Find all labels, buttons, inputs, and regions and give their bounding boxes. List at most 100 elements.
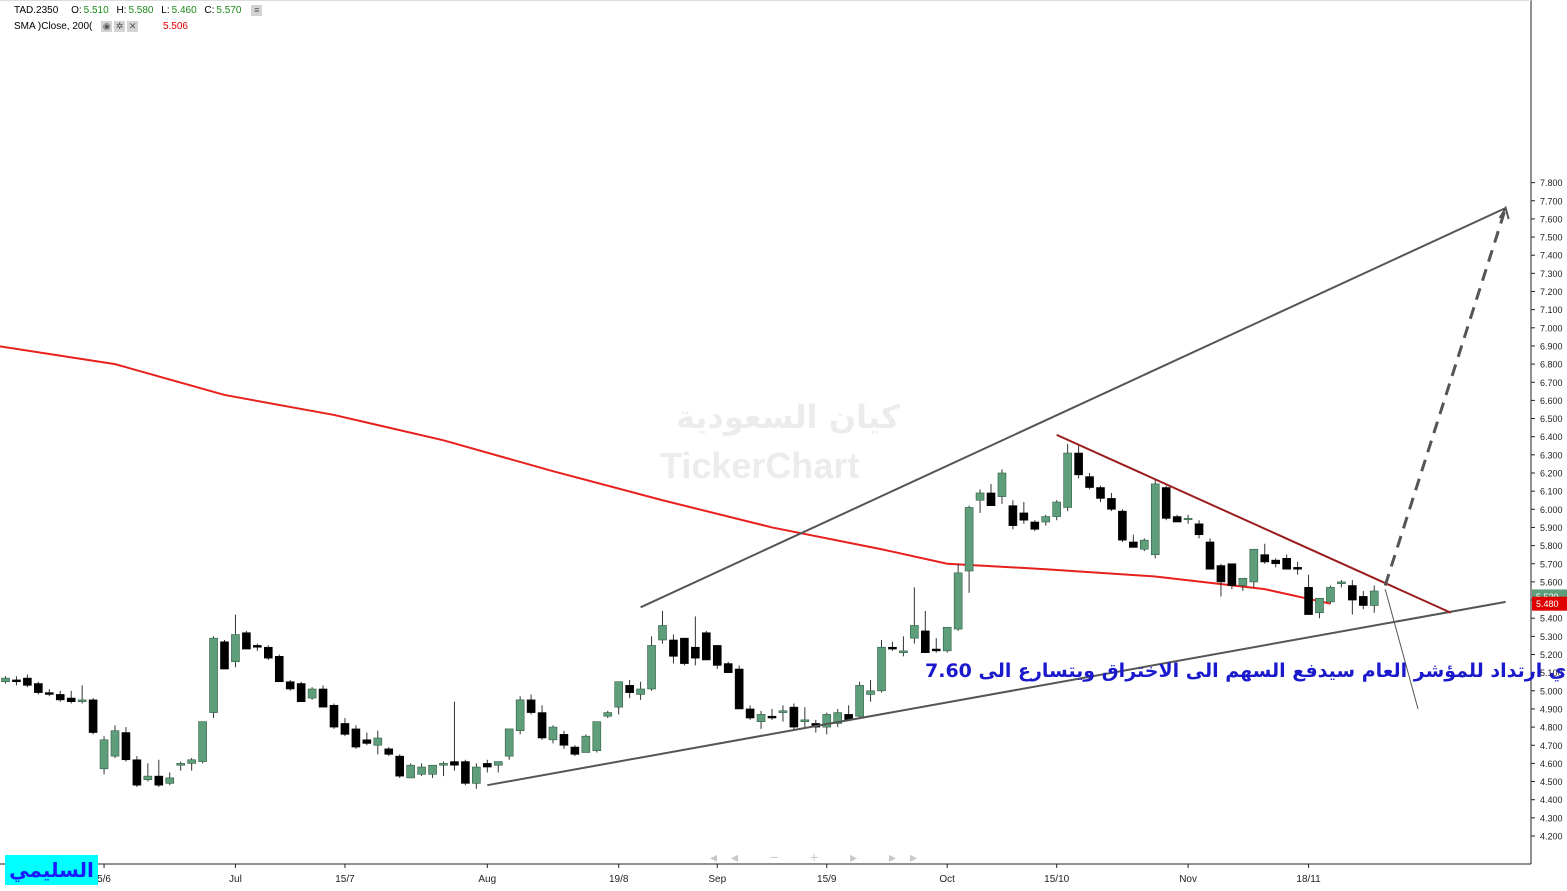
- y-tick-label: 5.300: [1540, 632, 1563, 642]
- candle-down: [318, 688, 328, 708]
- close-label: C:: [204, 5, 215, 17]
- sma-line: [0, 345, 1331, 605]
- x-tick-label: 15/9: [817, 874, 837, 885]
- candle-down: [23, 677, 32, 686]
- candle-down: [712, 645, 722, 666]
- y-tick-label: 4.300: [1540, 813, 1563, 823]
- candle-up: [1249, 548, 1259, 583]
- candle-up: [658, 625, 667, 641]
- candle-up: [493, 761, 503, 766]
- x-tick-label: Nov: [1179, 874, 1197, 885]
- candle-up: [515, 699, 525, 732]
- menu-icon[interactable]: ≡: [251, 5, 263, 16]
- x-tick-label: 5/6: [97, 874, 111, 885]
- candle-down: [329, 705, 339, 728]
- candle-down: [931, 648, 941, 652]
- annotation-text: اي ارتداد للمؤشر العام سيدفع السهم الى ا…: [925, 660, 1567, 682]
- y-tick-label: 7.000: [1540, 323, 1563, 333]
- y-tick-label: 6.000: [1540, 505, 1563, 515]
- y-tick-label: 4.400: [1540, 795, 1563, 805]
- y-tick-label: 6.500: [1540, 414, 1563, 424]
- candle-down: [1107, 498, 1116, 510]
- candle-up: [439, 763, 448, 766]
- author-badge: السليمي: [5, 855, 98, 885]
- candle-up: [99, 739, 109, 770]
- candle-up: [373, 737, 383, 746]
- y-tick-label: 6.200: [1540, 469, 1563, 479]
- candle-down: [1205, 541, 1215, 570]
- candle-down: [1216, 565, 1226, 583]
- candle-up: [165, 777, 175, 784]
- y-tick-label: 6.100: [1540, 487, 1563, 497]
- y-tick-label: 7.700: [1540, 196, 1563, 206]
- x-tick-label: 15/7: [335, 874, 355, 885]
- chart-navigation[interactable]: ◂◂ − + ▸ ▸▸: [710, 849, 932, 865]
- candle-down: [12, 679, 21, 683]
- candle-up: [866, 690, 875, 695]
- candle-down: [526, 699, 536, 713]
- gear-icon[interactable]: ✲: [114, 21, 126, 32]
- close-icon[interactable]: ✕: [127, 21, 139, 32]
- candle-down: [461, 761, 470, 784]
- price-label-box: [1532, 596, 1567, 611]
- watermark-tickerchart: TickerChart: [660, 445, 860, 486]
- y-tick-label: 6.400: [1540, 432, 1563, 442]
- sma-header: SMA )Close, 200( ◉ ✲ ✕ 5.506: [14, 21, 188, 32]
- x-tick-label: Sep: [708, 874, 726, 885]
- sma-label: SMA )Close, 200(: [14, 21, 93, 33]
- candle-down: [1348, 585, 1357, 601]
- low-value: 5.460: [171, 5, 197, 17]
- candle-down: [384, 748, 394, 755]
- x-tick-label: Jul: [229, 874, 242, 885]
- visibility-icon[interactable]: ◉: [101, 21, 113, 32]
- candle-up: [1063, 452, 1072, 508]
- y-tick-label: 6.800: [1540, 360, 1563, 370]
- candle-down: [920, 630, 930, 653]
- y-tick-label: 6.700: [1540, 378, 1563, 388]
- candle-down: [395, 755, 405, 777]
- candle-up: [1, 677, 10, 683]
- y-tick-label: 5.400: [1540, 614, 1563, 624]
- candle-down: [242, 632, 251, 650]
- candle-down: [132, 759, 142, 786]
- trendline-upper-channel: [640, 207, 1507, 609]
- candle-down: [88, 699, 98, 733]
- y-tick-label: 6.900: [1540, 341, 1563, 351]
- candle-down: [745, 708, 755, 719]
- candle-up: [231, 634, 240, 663]
- x-tick-label: 19/8: [609, 874, 629, 885]
- projection-arrowhead: [1498, 205, 1510, 220]
- candle-down: [274, 656, 284, 683]
- low-label: L:: [161, 5, 170, 17]
- candle-down: [450, 761, 459, 766]
- candle-down: [1172, 516, 1182, 523]
- trendline-annotation-pointer: [1384, 589, 1419, 710]
- candle-down: [1359, 596, 1368, 606]
- y-tick-label: 7.300: [1540, 269, 1563, 279]
- candle-up: [406, 764, 415, 779]
- x-tick-label: Aug: [478, 874, 496, 885]
- candle-up: [756, 714, 766, 722]
- candle-down: [570, 746, 580, 755]
- candle-up: [833, 712, 843, 724]
- candle-down: [121, 732, 131, 761]
- candle-up: [910, 625, 919, 639]
- candle-down: [66, 697, 76, 702]
- candle-down: [1129, 541, 1138, 548]
- candle-down: [1282, 558, 1291, 570]
- candle-down: [44, 692, 54, 695]
- candle-down: [1194, 523, 1204, 536]
- candle-down: [986, 492, 996, 506]
- candle-up: [855, 685, 864, 717]
- y-tick-label: 7.400: [1540, 251, 1563, 261]
- candle-down: [1074, 452, 1083, 476]
- trendline-projection-dashed: [1383, 207, 1508, 586]
- high-label: H:: [116, 5, 127, 17]
- candle-up: [614, 681, 624, 708]
- candle-up: [975, 492, 985, 501]
- candle-down: [263, 646, 273, 659]
- candle-down: [482, 763, 492, 768]
- candle-down: [1096, 487, 1105, 499]
- candle-up: [417, 766, 426, 775]
